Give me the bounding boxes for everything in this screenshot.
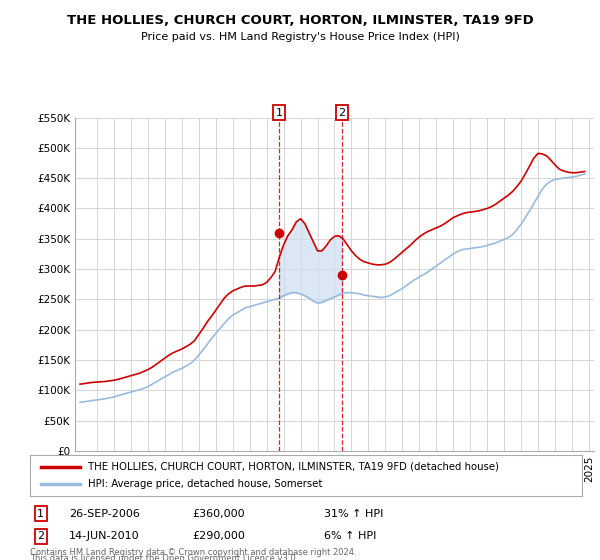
Text: 2: 2 <box>37 531 44 542</box>
Text: 6% ↑ HPI: 6% ↑ HPI <box>324 531 376 542</box>
Text: 31% ↑ HPI: 31% ↑ HPI <box>324 508 383 519</box>
Text: 1: 1 <box>276 108 283 118</box>
Text: HPI: Average price, detached house, Somerset: HPI: Average price, detached house, Some… <box>88 479 322 489</box>
Text: THE HOLLIES, CHURCH COURT, HORTON, ILMINSTER, TA19 9FD: THE HOLLIES, CHURCH COURT, HORTON, ILMIN… <box>67 14 533 27</box>
Text: THE HOLLIES, CHURCH COURT, HORTON, ILMINSTER, TA19 9FD (detached house): THE HOLLIES, CHURCH COURT, HORTON, ILMIN… <box>88 461 499 472</box>
Text: 1: 1 <box>37 508 44 519</box>
Text: £290,000: £290,000 <box>192 531 245 542</box>
Text: Price paid vs. HM Land Registry's House Price Index (HPI): Price paid vs. HM Land Registry's House … <box>140 32 460 43</box>
Text: This data is licensed under the Open Government Licence v3.0.: This data is licensed under the Open Gov… <box>30 554 298 560</box>
Text: 26-SEP-2006: 26-SEP-2006 <box>69 508 140 519</box>
Text: Contains HM Land Registry data © Crown copyright and database right 2024.: Contains HM Land Registry data © Crown c… <box>30 548 356 557</box>
Text: 2: 2 <box>338 108 346 118</box>
Text: £360,000: £360,000 <box>192 508 245 519</box>
Text: 14-JUN-2010: 14-JUN-2010 <box>69 531 140 542</box>
